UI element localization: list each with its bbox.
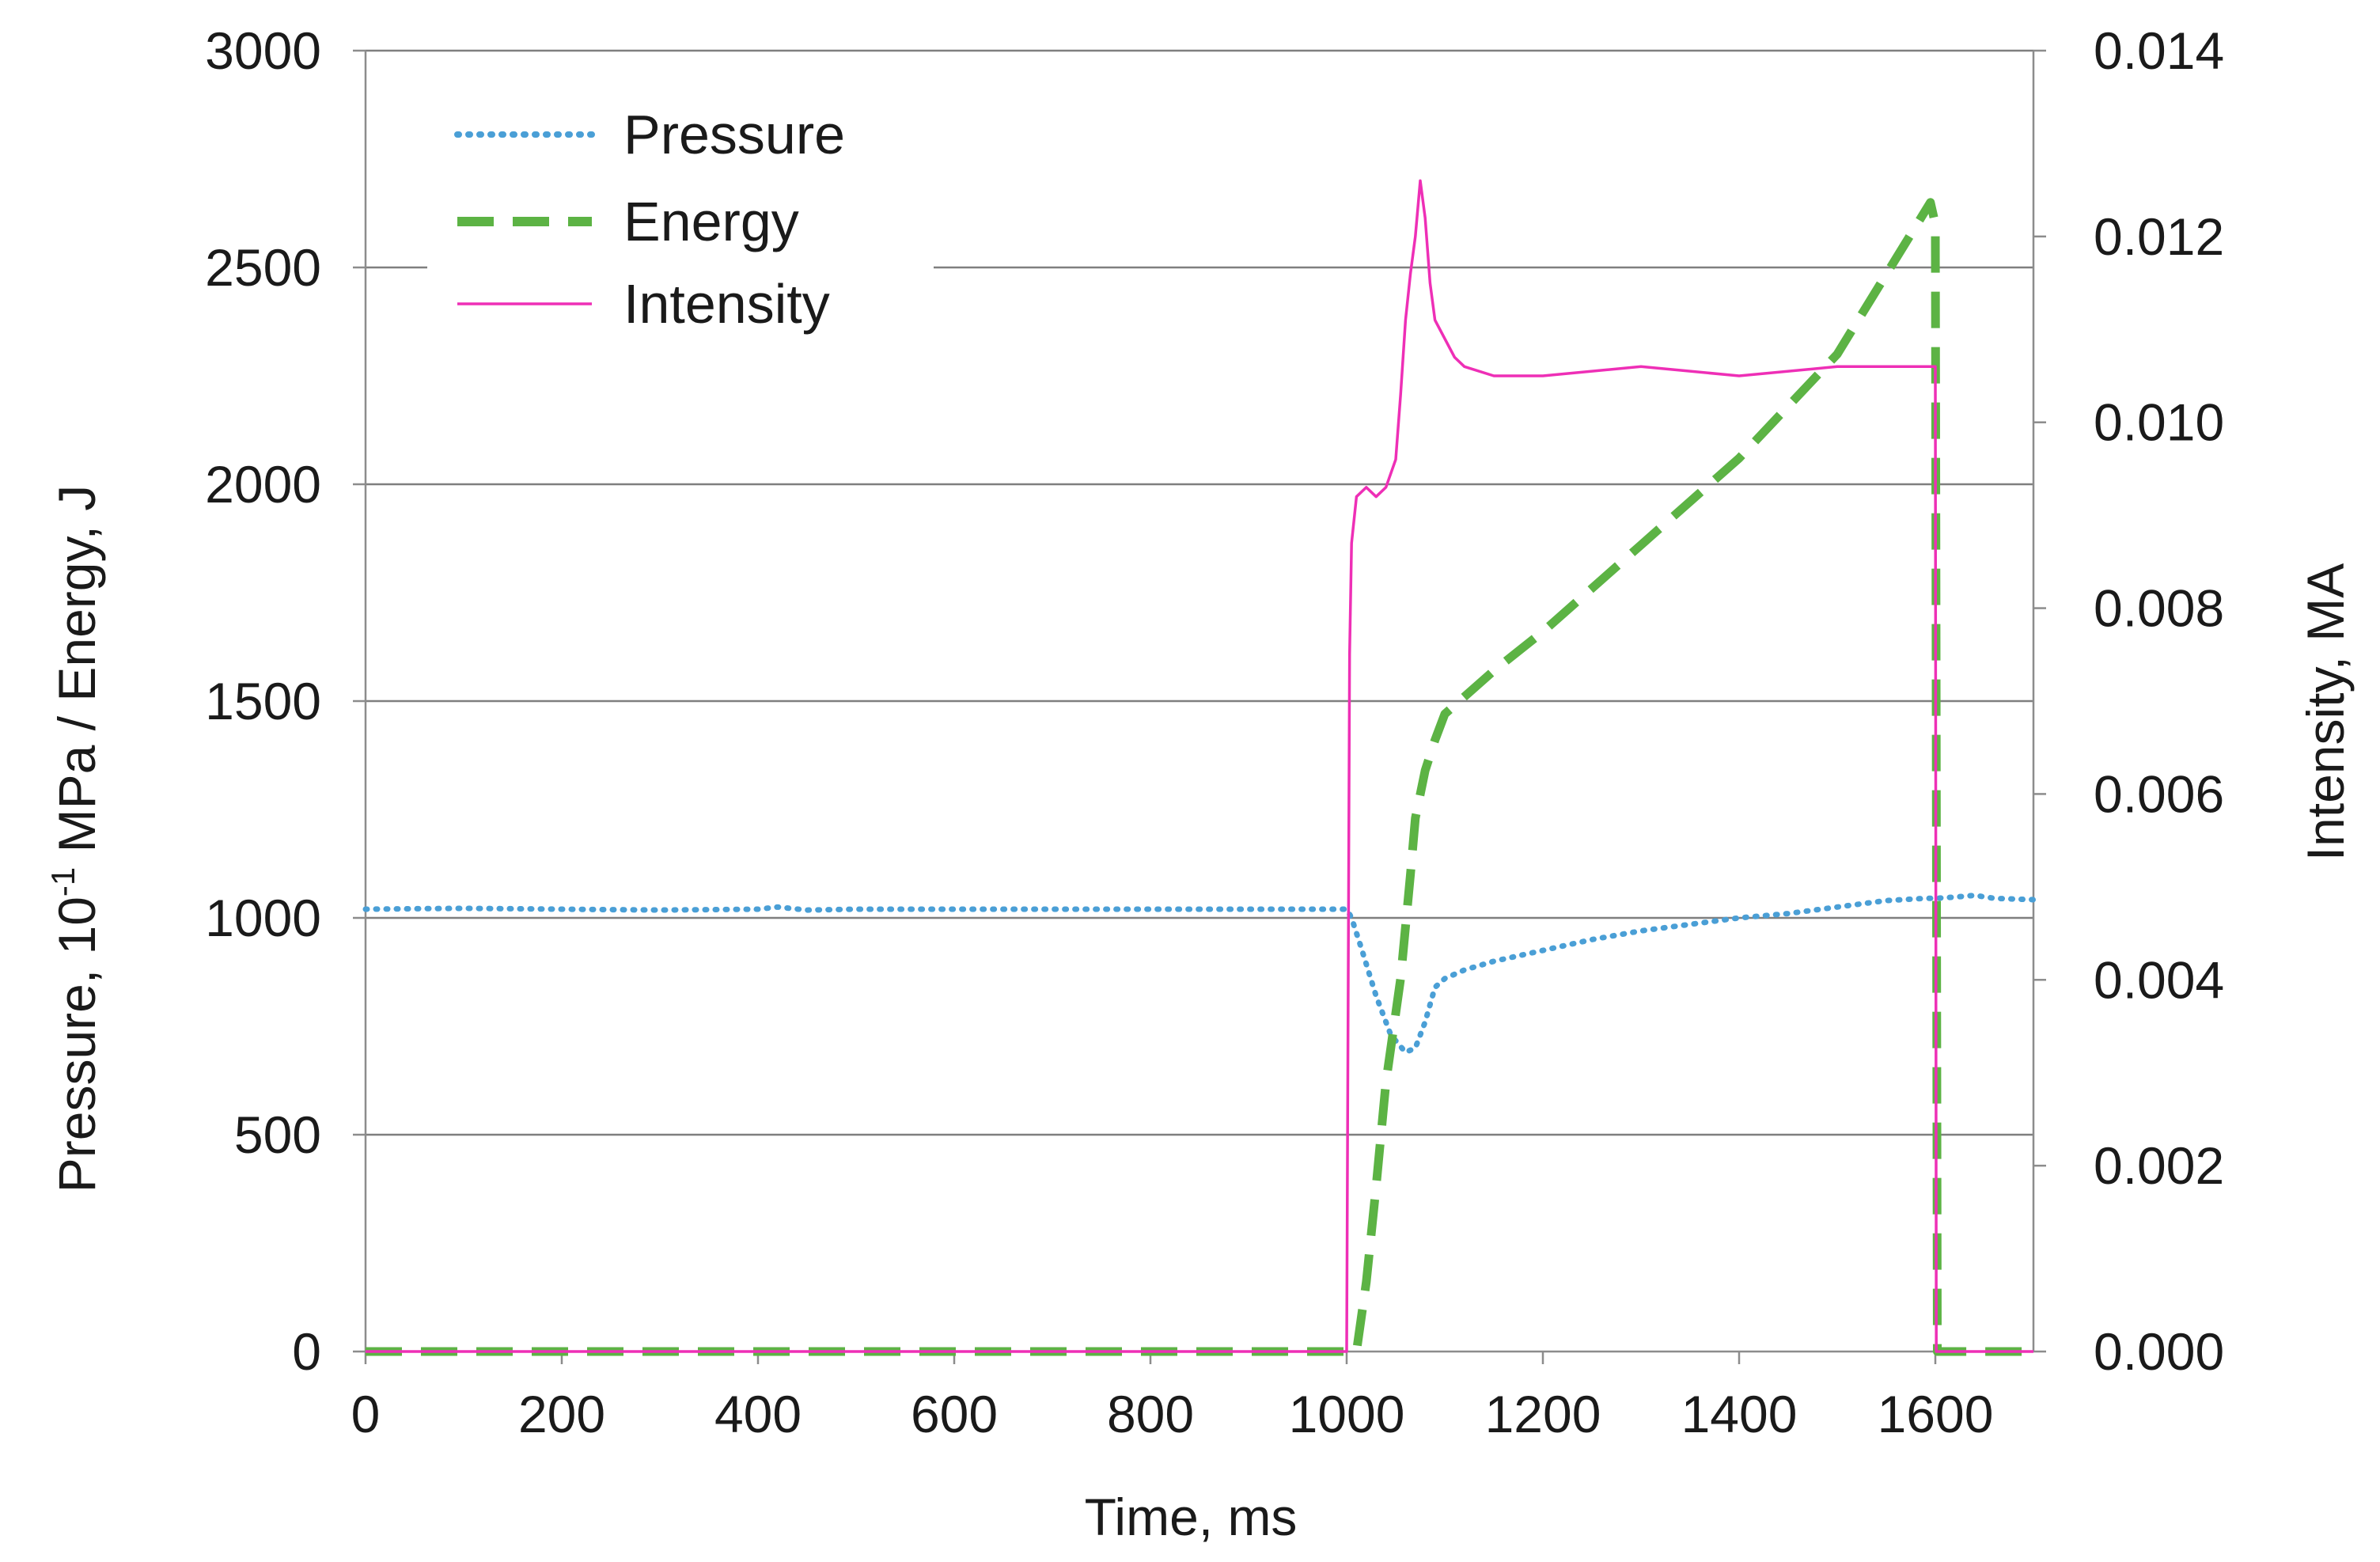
x-tick-label: 600 <box>911 1385 998 1443</box>
x-tick-label: 1600 <box>1878 1385 1994 1443</box>
y-tick-label: 1500 <box>205 672 321 730</box>
y2-tick-label: 0.014 <box>2094 21 2224 80</box>
series-lines <box>362 179 2037 1356</box>
x-tick-label: 1400 <box>1681 1385 1798 1443</box>
legend-label-intensity: Intensity <box>623 273 830 335</box>
x-tick-label: 1200 <box>1485 1385 1601 1443</box>
series-line-pressure <box>362 893 2037 1056</box>
x-tick-label: 1000 <box>1289 1385 1405 1443</box>
y-axis-title-superscript: -1 <box>44 867 81 897</box>
legend-label-pressure: Pressure <box>623 104 845 165</box>
legend-label-energy: Energy <box>623 191 799 252</box>
y2-tick-label: 0.006 <box>2094 764 2224 823</box>
y2-axis-title: Intensity, MA <box>2296 563 2355 862</box>
y2-tick-label: 0.008 <box>2094 579 2224 638</box>
tick-marks <box>353 49 2046 1364</box>
y-tick-label: 1000 <box>205 889 321 947</box>
y-tick-label: 500 <box>234 1105 321 1164</box>
y2-tick-label: 0.000 <box>2094 1322 2224 1381</box>
y2-tick-label: 0.012 <box>2094 207 2224 266</box>
x-axis-title: Time, ms <box>1085 1488 1298 1546</box>
y-tick-label: 3000 <box>205 21 321 80</box>
series-line-intensity <box>366 179 2033 1353</box>
y-tick-label: 2500 <box>205 238 321 297</box>
y-tick-label: 0 <box>292 1322 321 1381</box>
y-axis-title-main: Pressure, 10 <box>47 897 106 1192</box>
y2-tick-label: 0.004 <box>2094 950 2224 1009</box>
tick-labels: 0500100015002000250030000.0000.0020.0040… <box>205 21 2224 1443</box>
x-tick-label: 400 <box>714 1385 802 1443</box>
y-axis-title: Pressure, 10-1 MPa / Energy, J <box>44 485 106 1193</box>
x-tick-label: 200 <box>518 1385 605 1443</box>
x-tick-label: 0 <box>351 1385 381 1443</box>
y-tick-label: 2000 <box>205 455 321 514</box>
legend: Pressure Energy Intensity <box>427 87 934 356</box>
series-line-energy <box>366 198 2033 1356</box>
y-axis-title-suffix: MPa / Energy, J <box>47 485 106 867</box>
y2-tick-label: 0.010 <box>2094 393 2224 452</box>
x-tick-label: 800 <box>1107 1385 1194 1443</box>
y2-tick-label: 0.002 <box>2094 1136 2224 1195</box>
